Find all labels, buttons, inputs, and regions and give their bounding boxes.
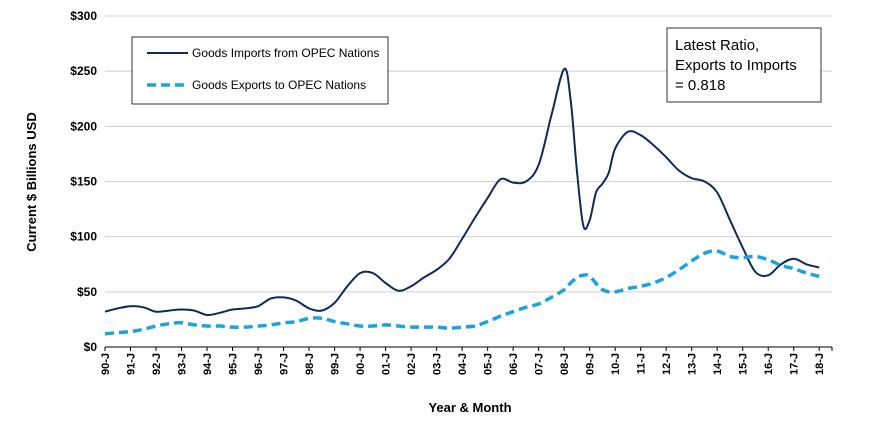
series-line-imports — [104, 67, 820, 317]
x-tick-label: 01-J — [381, 353, 393, 375]
x-axis-title: Year & Month — [428, 400, 511, 415]
y-tick-label: $100 — [70, 230, 97, 244]
x-tick-label: 92-J — [151, 353, 163, 375]
y-tick-label: $250 — [70, 64, 97, 78]
x-tick-label: 02-J — [406, 353, 418, 375]
legend-label-exports: Goods Exports to OPEC Nations — [192, 78, 366, 92]
x-tick-label: 08-J — [559, 353, 571, 375]
y-tick-label: $200 — [70, 119, 97, 133]
x-tick-label: 95-J — [228, 353, 240, 375]
x-tick-label: 91-J — [126, 353, 138, 375]
annotation-line-1: Latest Ratio, — [675, 37, 759, 54]
x-tick-label: 94-J — [202, 353, 214, 375]
x-tick-label: 15-J — [738, 353, 750, 375]
x-tick-label: 90-J — [100, 353, 112, 375]
series-layer — [104, 67, 820, 336]
x-tick-label: 16-J — [763, 353, 775, 375]
legend: Goods Imports from OPEC Nations Goods Ex… — [131, 36, 389, 105]
y-tick-label: $0 — [84, 340, 98, 354]
x-tick-label: 05-J — [483, 353, 495, 375]
x-tick-label: 98-J — [304, 353, 316, 375]
x-tick-label: 12-J — [661, 353, 673, 375]
annotation-line-3: = 0.818 — [675, 77, 725, 94]
x-tick-label: 93-J — [177, 353, 189, 375]
annotation-line-2: Exports to Imports — [675, 57, 797, 74]
x-tick-label: 04-J — [457, 353, 469, 375]
y-tick-label: $300 — [70, 9, 97, 23]
x-tick-label: 18-J — [814, 353, 826, 375]
x-tick-label: 10-J — [610, 353, 622, 375]
y-tick-label: $50 — [77, 285, 97, 299]
x-tick-label: 07-J — [534, 353, 546, 375]
x-tick-label: 06-J — [508, 353, 520, 375]
y-axis-title: Current $ Billions USD — [24, 112, 39, 251]
ratio-annotation: Latest Ratio, Exports to Imports = 0.818 — [666, 27, 822, 103]
x-tick-labels: 90-J 91-J 92-J 93-J 94-J 95-J 96-J 97-J 98-J 99-J… — [100, 347, 833, 375]
x-tick-label: 97-J — [279, 353, 291, 375]
annotation-box — [666, 27, 822, 103]
x-tick-label: 09-J — [585, 353, 597, 375]
legend-label-imports: Goods Imports from OPEC Nations — [192, 46, 379, 60]
x-tick-label: 03-J — [432, 353, 444, 375]
x-tick-label: 00-J — [355, 353, 367, 375]
x-tick-label: 99-J — [330, 353, 342, 375]
x-tick-label: 96-J — [253, 353, 265, 375]
x-tick-label: 17-J — [789, 353, 801, 375]
y-tick-label: $150 — [70, 175, 97, 189]
series-line-exports — [104, 249, 820, 336]
x-tick-label: 11-J — [636, 353, 648, 374]
legend-box — [131, 36, 389, 105]
y-tick-labels: $0 $50 $100 $150 $200 $250 $300 — [70, 9, 97, 354]
x-tick-label: 13-J — [687, 353, 699, 375]
x-tick-label: 14-J — [712, 353, 724, 375]
